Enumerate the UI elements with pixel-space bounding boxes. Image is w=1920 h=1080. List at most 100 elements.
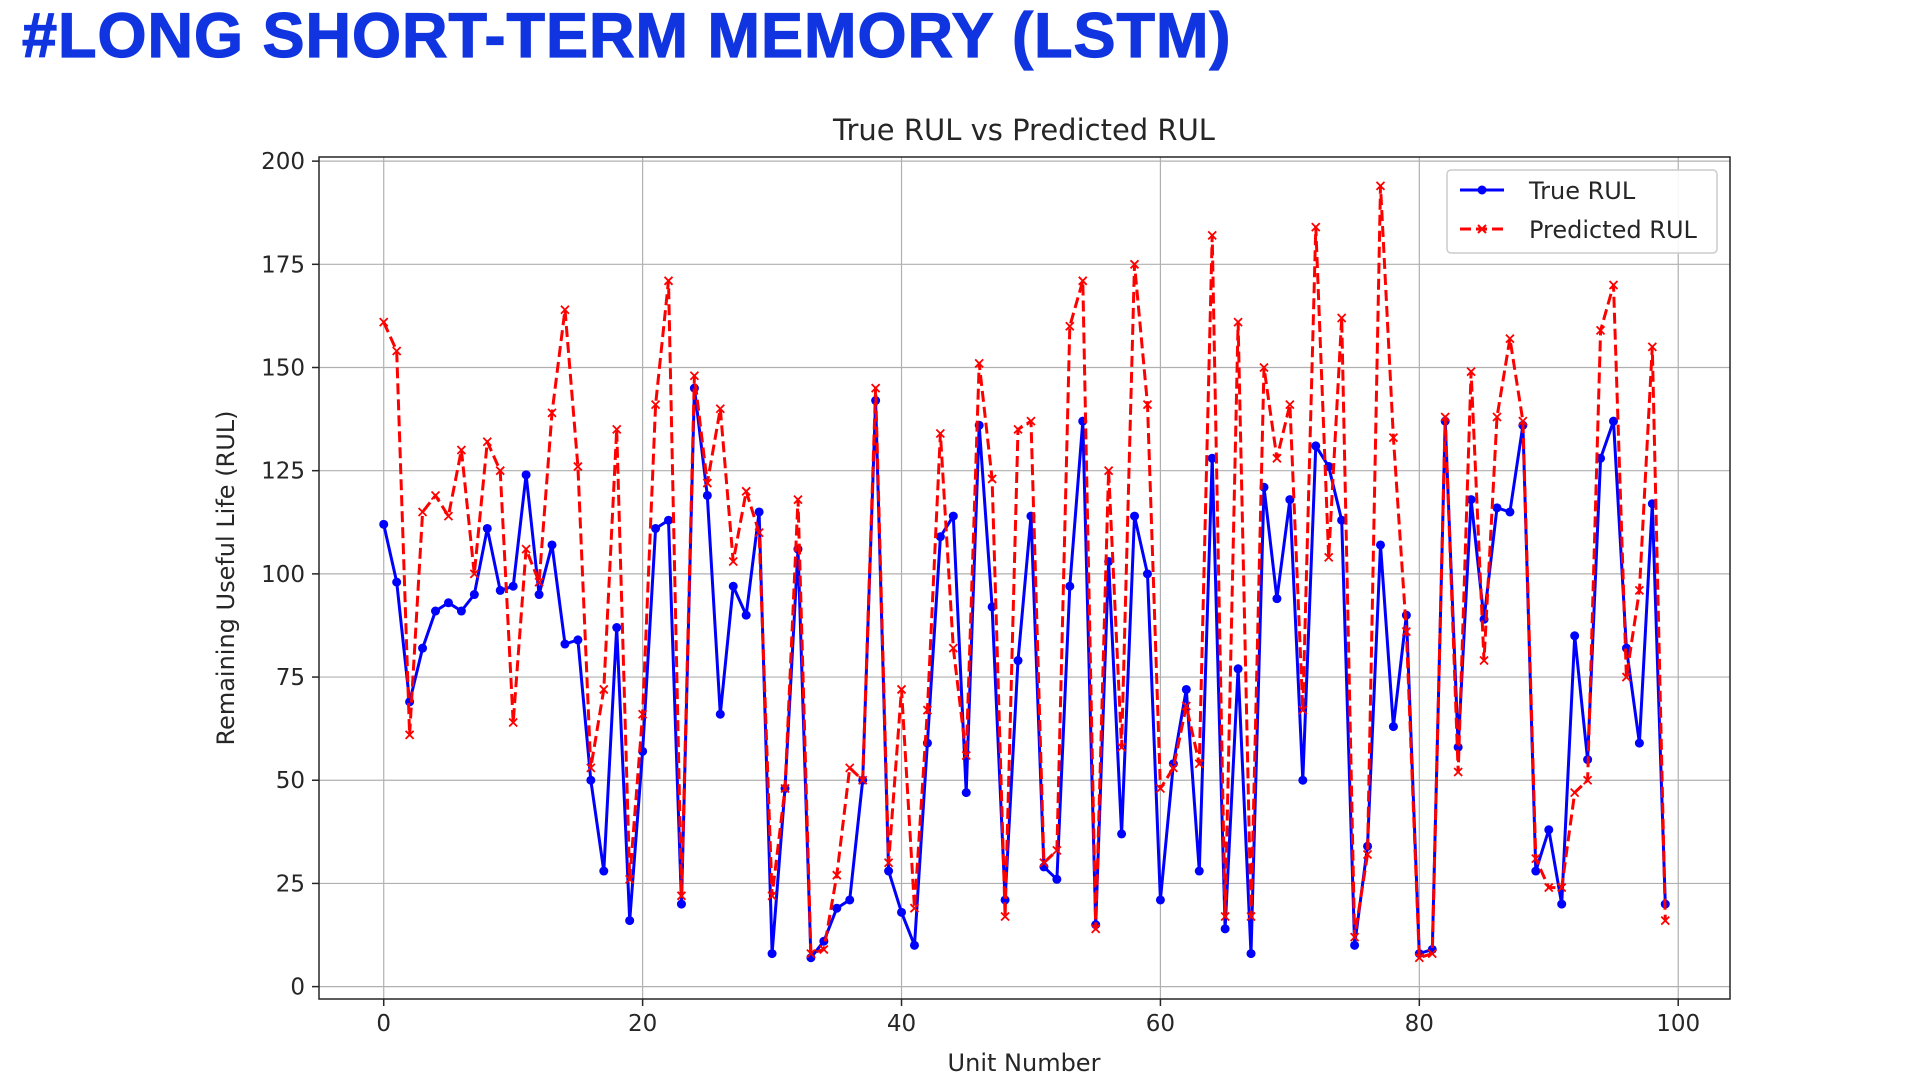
true-rul-point: [1233, 664, 1243, 674]
true-rul-point: [1181, 684, 1191, 694]
predicted-rul-point: [1078, 276, 1088, 286]
predicted-rul-point: [1013, 424, 1023, 435]
chart-title: True RUL vs Predicted RUL: [832, 113, 1215, 147]
true-rul-point: [1337, 515, 1347, 525]
predicted-rul-point: [1544, 882, 1554, 893]
predicted-rul-point: [1440, 412, 1450, 422]
y-tick-label: 150: [261, 356, 305, 382]
predicted-rul-point: [1647, 342, 1657, 352]
predicted-rul-point: [534, 577, 544, 587]
predicted-rul-point: [1557, 882, 1567, 893]
predicted-rul-point: [456, 445, 467, 455]
true-rul-point: [560, 639, 570, 649]
y-axis-label: Remaining Useful Life (RUL): [212, 410, 240, 745]
true-rul-point: [1130, 511, 1140, 521]
predicted-rul-point: [495, 466, 505, 476]
predicted-rul-point: [883, 858, 894, 868]
true-rul-point: [431, 606, 441, 616]
predicted-rul-line: [382, 184, 1667, 960]
legend-box: [1446, 169, 1718, 254]
true-rul-point: [1375, 540, 1385, 550]
predicted-rul-point: [832, 870, 842, 880]
predicted-rul-point: [1168, 763, 1179, 773]
predicted-rul-point: [1116, 742, 1127, 752]
predicted-rul-point: [741, 486, 751, 496]
predicted-rul-point: [909, 903, 920, 913]
predicted-rul-point: [1375, 181, 1386, 191]
predicted-rul-point: [1194, 759, 1204, 769]
true-rul-point: [469, 590, 479, 600]
true-rul-point: [1505, 507, 1515, 517]
predicted-rul-point: [1414, 953, 1424, 963]
true-rul-point: [1065, 581, 1075, 591]
predicted-rul-point: [1349, 932, 1360, 942]
true-rul-point: [1298, 775, 1308, 785]
predicted-rul-point: [469, 569, 479, 579]
y-tick-label: 100: [261, 562, 305, 588]
true-rul-point: [948, 511, 958, 521]
predicted-rul-point: [1220, 911, 1230, 922]
predicted-rul-point: [1466, 366, 1476, 377]
predicted-rul-point: [1505, 333, 1515, 344]
predicted-rul-point: [1570, 787, 1580, 798]
predicted-rul-point: [379, 317, 389, 327]
predicted-rul-point: [676, 891, 687, 901]
predicted-rul-point: [1298, 705, 1308, 715]
true-rul-point: [909, 940, 919, 950]
true-rul-point: [379, 519, 389, 529]
predicted-rul-point: [1181, 701, 1191, 711]
y-tick-label: 25: [276, 871, 305, 897]
true-rul-point: [961, 788, 971, 798]
true-rul-point: [1117, 829, 1127, 839]
predicted-rul-point: [806, 948, 816, 959]
predicted-rul-point: [845, 763, 855, 773]
y-tick-label: 200: [261, 149, 305, 175]
predicted-rul-point: [1531, 854, 1541, 864]
predicted-rul-point: [392, 346, 402, 356]
predicted-rul-point: [1104, 466, 1114, 476]
true-rul-point: [443, 598, 453, 608]
predicted-rul-point: [1039, 858, 1049, 868]
true-rul-point: [1531, 866, 1541, 876]
true-rul-point: [1272, 594, 1282, 604]
true-rul-point: [1207, 453, 1217, 463]
predicted-rul-point: [1065, 321, 1075, 331]
predicted-rul-point: [780, 783, 790, 794]
predicted-rul-point: [1324, 552, 1334, 562]
true-rul-point: [664, 515, 674, 525]
predicted-rul-point: [637, 709, 648, 719]
predicted-rul-point: [715, 404, 725, 414]
predicted-rul-point: [870, 383, 881, 393]
true-rul-point: [534, 590, 544, 600]
predicted-rul-point: [858, 775, 868, 785]
predicted-rul-point: [547, 408, 557, 418]
predicted-rul-point: [767, 891, 777, 901]
predicted-rul-point: [1272, 453, 1282, 463]
true-rul-point: [392, 577, 402, 587]
true-rul-point: [741, 610, 751, 620]
true-rul-point: [456, 606, 466, 616]
x-axis-ticks: 0 20 40 60 80 100: [376, 999, 1700, 1037]
predicted-rul-point: [819, 944, 829, 955]
true-rul-point: [715, 709, 725, 719]
predicted-rul-point: [573, 461, 583, 472]
predicted-rul-point: [1582, 775, 1593, 785]
predicted-rul-point: [586, 763, 596, 773]
predicted-rul-point: [689, 371, 700, 381]
predicted-rul-point: [1621, 672, 1632, 682]
x-axis-label: Unit Number: [948, 1049, 1101, 1077]
true-rul-point: [832, 903, 842, 913]
predicted-rul-point: [1052, 845, 1062, 856]
predicted-rul-point: [443, 511, 454, 521]
true-rul-point: [1000, 895, 1010, 905]
legend: True RUL Predicted RUL: [1446, 169, 1718, 254]
predicted-rul-point: [1660, 915, 1670, 926]
true-rul-point: [1285, 495, 1295, 505]
true-rul-point: [508, 581, 518, 591]
true-rul-point: [418, 643, 428, 653]
true-rul-point: [573, 635, 583, 645]
predicted-rul-point: [482, 437, 492, 447]
true-rul-point: [651, 523, 661, 533]
predicted-rul-point: [1311, 222, 1321, 232]
legend-label-true: True RUL: [1528, 177, 1636, 205]
